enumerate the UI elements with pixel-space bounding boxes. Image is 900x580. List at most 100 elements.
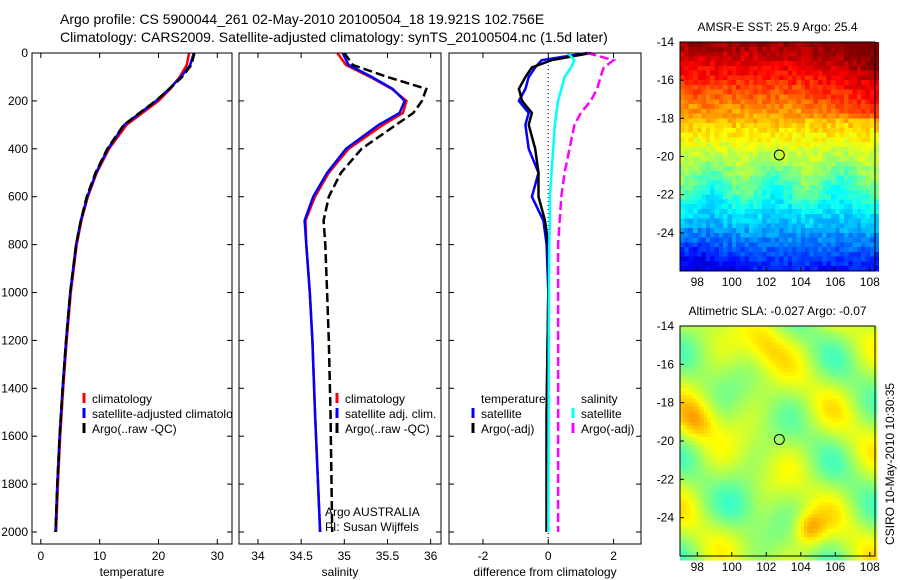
heatmap-cell xyxy=(813,242,819,248)
heatmap-cell xyxy=(818,421,823,427)
heatmap-cell xyxy=(705,223,711,229)
heatmap-cell xyxy=(714,387,719,392)
heatmap-cell xyxy=(749,429,754,434)
heatmap-cell xyxy=(705,228,711,234)
heatmap-cell xyxy=(714,529,719,534)
heatmap-cell xyxy=(723,247,728,253)
heatmap-cell xyxy=(731,94,737,100)
heatmap-cell xyxy=(865,108,871,115)
heatmap-cell xyxy=(800,429,805,434)
x-tick-label: 2 xyxy=(610,549,617,563)
heatmap-cell xyxy=(731,406,736,411)
heatmap-cell xyxy=(745,552,750,557)
legend-title-salinity: salinity xyxy=(581,392,618,406)
heatmap-cell xyxy=(852,232,858,239)
heatmap-cell xyxy=(766,251,772,258)
heatmap-cell xyxy=(800,237,806,243)
heatmap-cell xyxy=(762,94,767,100)
heatmap-cell xyxy=(766,433,771,438)
heatmap-cell xyxy=(766,521,771,526)
heatmap-cell xyxy=(759,349,764,354)
heatmap-cell xyxy=(731,170,737,177)
heatmap-cell xyxy=(718,189,724,196)
heatmap-cell xyxy=(738,529,743,534)
heatmap-cell xyxy=(839,127,845,134)
heatmap-cell xyxy=(724,418,729,423)
heatmap-cell xyxy=(744,75,750,81)
heatmap-cell xyxy=(805,166,810,172)
heatmap-cell xyxy=(728,391,733,396)
heatmap-cell xyxy=(766,548,771,553)
heatmap-cell xyxy=(793,456,798,461)
heatmap-cell xyxy=(807,513,812,519)
heatmap-cell xyxy=(700,329,705,335)
heatmap-cell xyxy=(762,460,767,465)
heatmap-cell xyxy=(736,84,741,91)
heatmap-cell xyxy=(831,232,836,239)
heatmap-cell xyxy=(783,490,788,496)
heatmap-cell xyxy=(690,375,695,381)
heatmap-cell xyxy=(809,132,815,138)
heatmap-cell xyxy=(766,456,771,461)
heatmap-cell xyxy=(697,467,702,473)
heatmap-cell xyxy=(804,372,809,377)
heatmap-cell xyxy=(697,483,702,488)
heatmap-cell xyxy=(736,161,741,167)
heatmap-cell xyxy=(800,406,805,411)
heatmap-cell xyxy=(700,556,705,561)
heatmap-cell xyxy=(804,544,809,549)
heatmap-cell xyxy=(811,479,816,484)
heatmap-cell xyxy=(787,266,793,272)
heatmap-cell xyxy=(697,94,703,100)
heatmap-cell xyxy=(809,199,815,205)
heatmap-cell xyxy=(814,418,819,423)
heatmap-cell xyxy=(721,345,726,350)
heatmap-cell xyxy=(776,540,781,546)
heatmap-cell xyxy=(745,345,750,350)
heatmap-cell xyxy=(718,147,724,153)
heatmap-cell xyxy=(769,460,774,465)
heatmap-cell xyxy=(749,544,754,549)
heatmap-cell xyxy=(821,364,826,369)
heatmap-cell xyxy=(783,185,789,191)
heatmap-cell xyxy=(697,151,703,158)
heatmap-cell xyxy=(783,467,788,473)
heatmap-cell xyxy=(745,483,750,488)
heatmap-cell xyxy=(790,333,795,339)
heatmap-cell xyxy=(783,237,789,243)
heatmap-cell xyxy=(690,421,695,427)
heatmap-cell xyxy=(787,46,793,53)
heatmap-cell xyxy=(792,232,798,239)
heatmap-cell xyxy=(762,99,767,105)
heatmap-cell xyxy=(728,510,733,515)
heatmap-cell xyxy=(740,251,746,258)
heatmap-cell xyxy=(856,89,862,96)
heatmap-cell xyxy=(714,544,719,549)
heatmap-cell xyxy=(718,498,723,503)
heatmap-cell xyxy=(736,99,741,105)
heatmap-cell xyxy=(749,464,754,469)
heatmap-cell xyxy=(718,510,723,515)
heatmap-cell xyxy=(701,204,707,210)
heatmap-cell xyxy=(773,517,778,523)
heatmap-cell xyxy=(814,533,819,538)
heatmap-cell xyxy=(811,368,816,373)
heatmap-cell xyxy=(787,391,792,396)
heatmap-cell xyxy=(809,84,815,91)
heatmap-cell xyxy=(818,444,823,450)
heatmap-cell xyxy=(738,402,743,408)
heatmap-cell xyxy=(711,460,716,465)
heatmap-cell xyxy=(809,209,815,215)
heatmap-cell xyxy=(757,127,763,134)
heatmap-cell xyxy=(787,223,793,229)
heatmap-cell xyxy=(711,360,716,365)
heatmap-cell xyxy=(766,118,772,124)
heatmap-cell xyxy=(684,180,690,186)
heatmap-cell xyxy=(753,237,759,243)
heatmap-cell xyxy=(684,99,690,105)
heatmap-cell xyxy=(721,333,726,339)
heatmap-cell xyxy=(742,479,747,484)
heatmap-cell xyxy=(749,490,754,496)
heatmap-cell xyxy=(697,410,702,415)
heatmap-cell xyxy=(822,147,828,153)
